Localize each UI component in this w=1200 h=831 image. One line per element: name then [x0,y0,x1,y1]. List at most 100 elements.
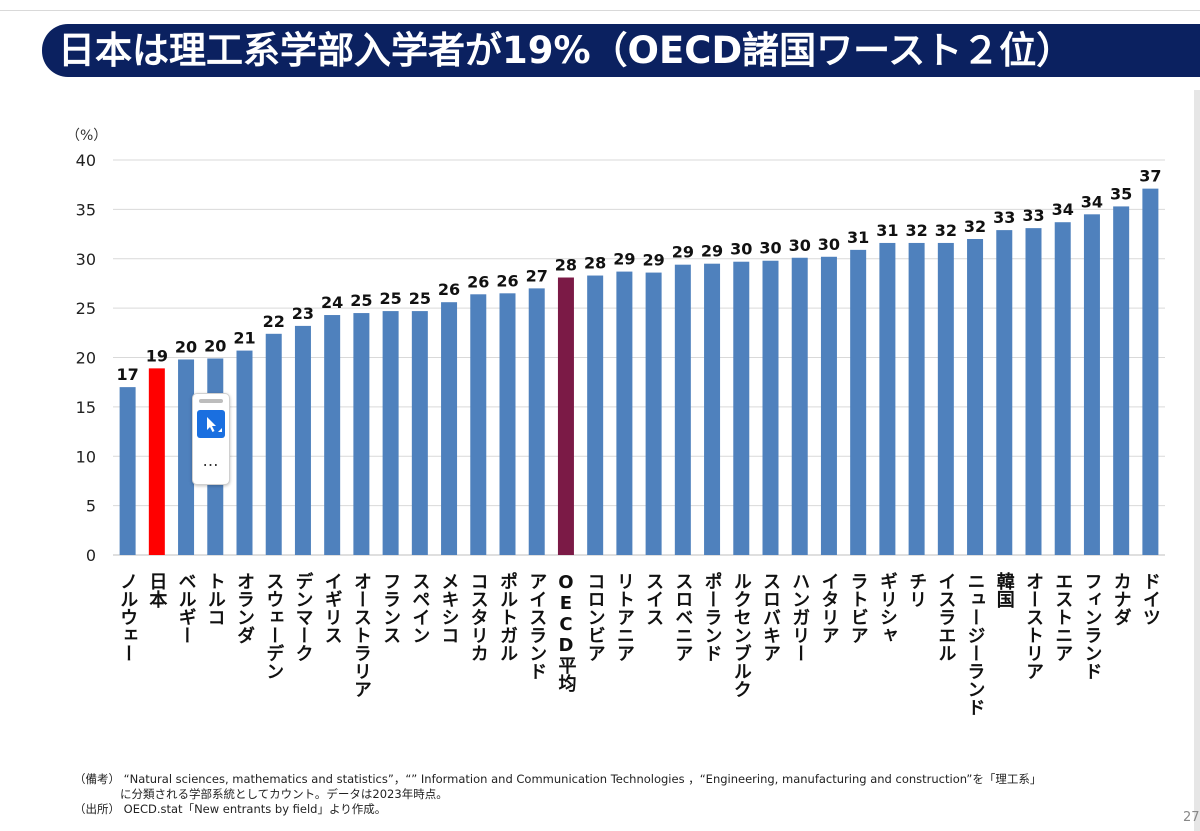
category-label: ドイツ [1140,572,1161,626]
y-tick-label: 15 [76,398,96,417]
source-prefix: （出所） [74,802,120,816]
category-label: オーストラリア [351,572,372,698]
data-label: 21 [233,329,255,348]
data-label: 27 [526,266,548,285]
data-label: 20 [204,336,226,355]
data-label: 33 [993,208,1015,227]
category-label: スペイン [409,572,430,644]
data-label: 23 [292,304,314,323]
data-label: 29 [613,250,635,269]
category-label: イギリス [322,572,343,644]
category-label: ルクセンブルク [731,572,752,698]
category-label: スロバキア [760,572,781,662]
bar-13 [470,294,487,555]
bar-7 [294,325,311,555]
bar-36 [1142,188,1159,555]
y-axis-unit: （%） [66,128,107,144]
bar-5 [236,350,253,555]
bar-21 [704,263,721,555]
y-tick-label: 30 [76,250,96,269]
category-label: オーストリア [1023,572,1044,680]
category-label: メキシコ [439,572,460,644]
data-label: 30 [730,240,752,259]
drag-handle[interactable] [199,399,223,403]
more-icon[interactable]: … [202,451,220,470]
bar-6 [265,333,282,555]
data-label: 25 [409,289,431,308]
source-text: OECD.stat「New entrants by field」より作成。 [123,802,387,816]
category-label: フランス [380,572,401,644]
bar-25 [820,256,837,555]
bar-33 [1054,222,1071,555]
category-label: チリ [906,572,927,608]
bar-8 [324,315,341,555]
bar-26 [850,249,867,556]
data-label: 28 [555,256,577,275]
bar-12 [441,302,458,555]
scrollbar-track[interactable] [1194,90,1200,831]
category-label: コロンビア [585,572,606,662]
data-label: 34 [1052,200,1074,219]
category-labels: ノルウェー 日本 ベルギー トルコ オランダ スウェーデン デンマーク イギリス オーストラリア… [117,571,1161,716]
y-tick-label: 25 [76,299,96,318]
data-label: 37 [1139,167,1161,186]
bar-23 [762,260,779,555]
bar-14 [499,293,516,555]
bar-10 [382,311,399,555]
data-label: 29 [642,251,664,270]
category-label: ポルトガル [497,571,518,662]
y-tick-label: 10 [76,447,96,466]
category-label: オランダ [234,572,255,644]
remark-line-2: に分類される学部系統としてカウント。データは2023年時点。 [120,787,448,801]
bar-1 [119,387,136,555]
bar-32 [1025,228,1042,555]
bar-29 [937,242,954,555]
bar-15 [528,288,545,555]
data-label: 25 [350,291,372,310]
page-number: 27 [1183,810,1200,825]
data-label: 31 [847,228,869,247]
y-tick-label: 5 [86,497,96,516]
bar-31 [996,230,1013,556]
data-label: 30 [789,236,811,255]
bar-18 [616,271,633,555]
bar-16 [557,277,574,555]
category-label: リトアニア [614,572,635,662]
y-axis-ticks: 0 5 10 15 20 25 30 35 40 [76,151,96,565]
category-label: ノルウェー [117,572,138,662]
category-label: ギリシャ [877,572,898,644]
category-label: スイス [643,572,664,626]
data-label: 32 [905,221,927,240]
floating-toolbar[interactable]: … [192,393,230,485]
bar-3 [178,359,195,555]
data-label: 29 [701,242,723,261]
category-label: デンマーク [292,571,313,662]
category-label: ラトビア [848,572,869,644]
bar-2 [148,368,165,555]
data-label: 34 [1081,192,1103,211]
category-label: ニュージーランド [965,572,986,716]
bar-24 [791,257,808,555]
category-label: トルコ [205,572,226,626]
bar-20 [674,264,691,555]
y-tick-label: 35 [76,200,96,219]
data-label: 31 [876,221,898,240]
bar-17 [587,275,604,555]
category-label: イスラエル [935,572,956,662]
data-label: 35 [1110,184,1132,203]
category-label: イタリア [818,572,839,644]
bar-11 [411,311,428,555]
bar-30 [967,239,984,555]
bar-19 [645,272,662,555]
remark-prefix: （備考） [74,772,120,786]
data-label: 26 [467,272,489,291]
bars [119,188,1159,556]
category-label: エストニア [1052,572,1073,662]
bar-27 [879,242,896,555]
pointer-icon[interactable] [197,410,225,438]
category-label: 日本 [146,572,167,609]
data-label: 32 [964,217,986,236]
data-label: 32 [935,221,957,240]
bar-9 [353,313,370,555]
remark-line-1: “Natural sciences, mathematics and stati… [123,772,1042,786]
